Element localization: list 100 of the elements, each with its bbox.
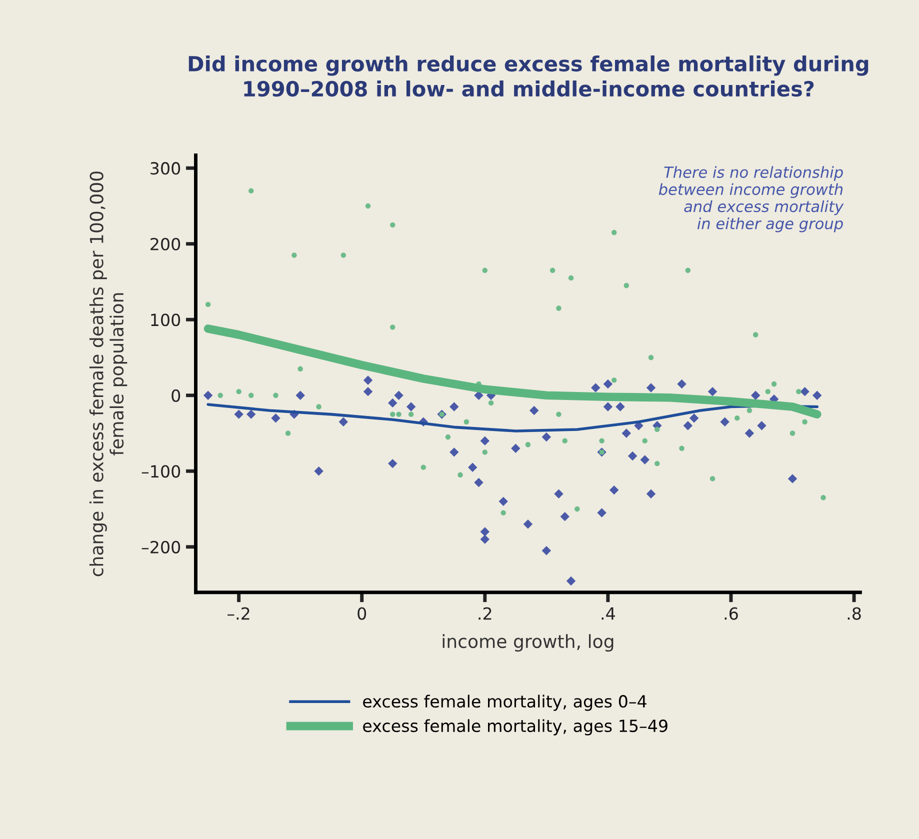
x-tick-label: .6 <box>724 607 738 620</box>
point <box>654 426 660 432</box>
point <box>298 366 303 372</box>
point <box>603 379 613 389</box>
point <box>812 390 822 400</box>
point <box>611 378 617 383</box>
point <box>458 472 463 478</box>
point <box>556 306 562 311</box>
point <box>757 421 766 430</box>
point <box>271 413 280 423</box>
point <box>796 388 802 394</box>
point <box>611 230 617 236</box>
point <box>765 388 770 394</box>
point <box>292 252 297 258</box>
point <box>771 381 777 387</box>
point <box>550 268 556 273</box>
point <box>609 485 619 495</box>
point <box>525 442 531 448</box>
point <box>568 275 574 281</box>
point <box>677 379 686 389</box>
point <box>542 432 552 442</box>
point <box>562 438 568 444</box>
point <box>248 188 254 194</box>
y-axis-title: change in excess female deaths per 100,000 female population <box>89 172 128 576</box>
y-tick-label: 200 <box>150 238 180 250</box>
point <box>480 534 490 544</box>
point <box>746 408 752 414</box>
point <box>640 455 650 464</box>
point <box>296 390 305 400</box>
point <box>390 324 396 330</box>
point <box>734 415 740 421</box>
point <box>599 438 604 444</box>
y-tick-label: 300 <box>150 162 180 175</box>
x-tick-label: –.2 <box>228 607 250 620</box>
point <box>560 512 570 522</box>
x-tick-label: 0 <box>358 607 366 620</box>
point <box>566 576 576 586</box>
point <box>394 390 404 400</box>
point <box>542 546 552 556</box>
point <box>363 386 373 396</box>
point <box>642 438 648 444</box>
point <box>365 203 371 209</box>
point <box>554 489 564 498</box>
point <box>488 400 494 406</box>
x-tick-label: .8 <box>848 607 861 620</box>
point <box>800 386 810 396</box>
annotation: There is no relationship between income growth and excess mortality in either age group <box>658 166 844 232</box>
point <box>338 417 348 426</box>
point <box>530 406 539 416</box>
point <box>683 421 693 430</box>
point <box>363 376 373 385</box>
point <box>474 478 484 488</box>
y-tick-label: 0 <box>172 389 180 402</box>
point <box>744 428 754 438</box>
point <box>468 462 478 472</box>
point <box>390 222 396 228</box>
point <box>646 489 656 498</box>
point <box>574 506 580 512</box>
point <box>498 496 508 506</box>
point <box>720 417 730 426</box>
point <box>450 402 459 412</box>
point <box>685 268 691 273</box>
point <box>464 419 470 424</box>
point <box>234 410 244 419</box>
point <box>340 252 346 258</box>
point <box>788 474 798 484</box>
point <box>314 466 324 476</box>
point <box>523 520 533 529</box>
point <box>445 434 451 440</box>
legend-label: excess female mortality, ages 0–4 <box>363 694 646 711</box>
point <box>388 398 398 408</box>
chart-title: Did income growth reduce excess female mortality during 1990–2008 in low- and middle-income countries? <box>188 55 868 97</box>
x-tick-label: .4 <box>602 607 615 620</box>
y-tick-label: –100 <box>142 465 180 478</box>
point <box>396 412 402 417</box>
x-axis-title: income growth, log <box>442 634 614 652</box>
point <box>246 410 256 419</box>
point <box>205 302 211 308</box>
point <box>480 527 490 536</box>
point <box>408 412 414 417</box>
point <box>482 268 488 273</box>
point <box>591 383 600 392</box>
point <box>236 388 242 394</box>
point <box>790 430 796 436</box>
point <box>390 412 396 417</box>
point <box>648 354 654 360</box>
point <box>420 464 426 470</box>
point <box>597 508 606 518</box>
point <box>710 476 716 482</box>
point <box>708 386 718 396</box>
point <box>622 428 632 438</box>
point <box>203 390 213 400</box>
point <box>603 402 613 412</box>
point <box>450 448 459 457</box>
point <box>628 451 638 461</box>
point <box>646 383 656 392</box>
point <box>616 402 625 412</box>
point <box>218 392 223 398</box>
point <box>316 404 322 410</box>
point <box>556 412 562 417</box>
